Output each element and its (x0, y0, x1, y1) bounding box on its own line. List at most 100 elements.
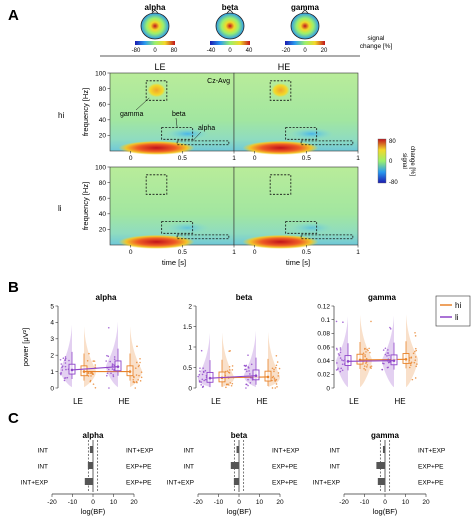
data-point (111, 368, 114, 370)
nose-icon (226, 9, 234, 14)
bf-bar (236, 446, 239, 453)
data-point (66, 376, 69, 379)
data-point (111, 363, 114, 365)
y-tick-label: 0.02 (317, 372, 330, 379)
roi-gamma-box (269, 80, 292, 101)
topomap-title: beta (222, 3, 239, 12)
evoked-blob (118, 140, 195, 155)
y-tick-label: 80 (99, 180, 107, 187)
nose-icon (151, 9, 159, 14)
x-tick-label: 1 (356, 249, 360, 256)
median-marker (254, 374, 258, 378)
data-point (383, 362, 385, 365)
desync-blob (165, 221, 210, 234)
data-point (250, 363, 253, 366)
x-axis-label: log(BF) (373, 507, 398, 516)
bf-bar (376, 462, 385, 469)
legend-label-li: li (455, 313, 459, 322)
x-tick-label: 20 (130, 499, 138, 506)
tfr-map: 0 0.5 1 (233, 72, 360, 162)
head-map (215, 12, 245, 40)
x-tick-label: -10 (68, 499, 78, 506)
data-point (370, 320, 372, 323)
data-point (364, 355, 366, 358)
y-tick-label: 0.1 (321, 317, 330, 324)
model-label-left: INT (184, 448, 195, 455)
data-point (414, 359, 417, 361)
data-point (414, 350, 416, 353)
evoked-blob (242, 234, 319, 249)
model-label-right: INT+EXP (126, 448, 153, 455)
y-tick-label: 20 (99, 133, 107, 140)
x-tick-label: 1 (232, 155, 236, 162)
cbar-tick: 80 (171, 48, 178, 54)
data-point (92, 383, 95, 385)
data-point (140, 371, 143, 373)
data-point (201, 373, 204, 376)
data-point (414, 331, 416, 334)
data-point (231, 369, 234, 371)
data-point (277, 372, 280, 374)
topomap-gamma: gamma -20 0 20 (282, 3, 328, 54)
model-label-right: INT+EXP (418, 448, 445, 455)
model-label-left: INT (330, 448, 341, 455)
y-axis-label: power [μV²] (21, 328, 30, 367)
x-tick-label: 20 (276, 499, 284, 506)
x-axis-label: time [s] (162, 258, 186, 267)
tfr-map: 0 0.5 1 100 80 60 40 20 frequency [Hz] Cz-Avg gamm… (81, 70, 236, 162)
roi-beta-box (285, 127, 318, 140)
data-point (199, 370, 201, 372)
topomap-title: gamma (291, 3, 320, 12)
y-tick-label: 0.06 (317, 344, 330, 351)
data-point (136, 345, 138, 348)
box-plot-gamma: gamma 0.12 0.1 0.08 0.06 0.04 0.02 0 LE HE (317, 293, 418, 406)
head-map (290, 12, 320, 40)
data-point (416, 363, 418, 365)
data-point (387, 349, 389, 351)
data-point (92, 360, 95, 362)
evoked-blob (242, 140, 319, 155)
plot-title: gamma (371, 431, 400, 440)
model-label-left: INT (38, 464, 49, 471)
roi-alpha-box (176, 140, 230, 146)
data-point (87, 372, 90, 374)
data-point (226, 384, 228, 386)
data-point (108, 387, 110, 389)
tfr-col-label: LE (154, 62, 165, 72)
model-label-left: INT (184, 464, 195, 471)
x-tick-label: 0 (237, 499, 241, 506)
y-tick-label: 2 (188, 303, 192, 310)
x-tick-label: 0 (91, 499, 95, 506)
x-tick-label: 1 (356, 155, 360, 162)
topomap-colorbar (135, 41, 175, 45)
tfr-colorbar-gradient (377, 138, 387, 184)
panel-b-box-plots: alpha 5 4 3 2 1 0 power [μV²] LE HE beta 2 1.5 1 0.5 0 L… (21, 293, 418, 406)
data-point (341, 359, 343, 361)
x-tick-label: 20 (422, 499, 430, 506)
y-axis-label: frequency [Hz] (81, 182, 90, 230)
tfr-cbar-label: signal (401, 153, 407, 169)
data-point (197, 375, 199, 378)
topomap-unit: signal (368, 35, 386, 42)
data-point (246, 370, 248, 373)
roi-alpha-box (300, 234, 354, 240)
data-point (92, 373, 94, 376)
bf-plot-alpha: alpha INT INT+EXP INT EXP+PE INT+EXP EXP+PE -20… (21, 431, 154, 516)
y-tick-label: 0 (188, 385, 192, 392)
tfr-cbar-label: change [%] (409, 146, 415, 176)
violin-li (106, 321, 118, 388)
data-point (132, 381, 135, 383)
y-tick-label: 0 (50, 385, 54, 392)
data-point (245, 368, 247, 371)
data-point (244, 365, 247, 368)
desync-blob (289, 221, 334, 234)
bf-plot-beta: beta INT INT+EXP INT EXP+PE INT+EXP EXP+PE -20 -… (167, 431, 300, 516)
cbar-tick: 40 (246, 48, 253, 54)
topomap-colorbar (285, 41, 325, 45)
y-tick-label: 2 (50, 353, 54, 360)
violin-hi (130, 326, 142, 388)
median-connector-li (71, 366, 119, 371)
cbar-tick: 0 (153, 48, 157, 54)
model-label-right: EXP+PE (418, 464, 444, 471)
data-point (86, 359, 89, 362)
